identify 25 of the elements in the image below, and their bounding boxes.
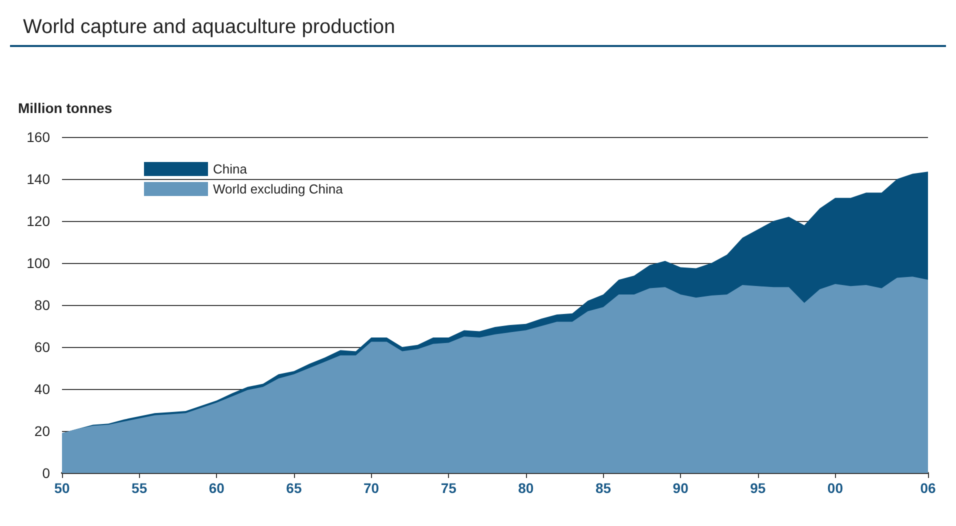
x-tick-label: 80 xyxy=(518,480,534,496)
legend-label: World excluding China xyxy=(213,182,344,196)
y-tick-label: 80 xyxy=(34,297,50,313)
x-tick-label: 85 xyxy=(595,480,612,496)
x-tick-label: 60 xyxy=(208,480,225,496)
x-tick-label: 65 xyxy=(286,480,302,496)
x-tick-label: 50 xyxy=(54,480,70,496)
x-tick-label: 06 xyxy=(920,480,936,496)
y-tick-label: 40 xyxy=(34,381,50,397)
x-tick-label: 70 xyxy=(363,480,380,496)
chart-title: World capture and aquaculture production xyxy=(23,16,396,38)
y-axis-title: Million tonnes xyxy=(18,100,112,116)
legend-label: China xyxy=(213,162,248,176)
x-tick-label: 75 xyxy=(440,480,457,496)
y-tick-label: 120 xyxy=(26,213,50,229)
x-tick-label: 90 xyxy=(672,480,689,496)
y-tick-label: 20 xyxy=(34,423,50,439)
y-tick-label: 0 xyxy=(42,465,50,481)
x-tick-label: 55 xyxy=(132,480,148,496)
y-tick-label: 160 xyxy=(26,129,50,145)
x-tick-label: 95 xyxy=(750,480,766,496)
x-tick-label: 00 xyxy=(827,480,844,496)
y-tick-label: 140 xyxy=(26,171,50,187)
y-tick-label: 60 xyxy=(34,339,50,355)
y-tick-label: 100 xyxy=(26,255,50,271)
